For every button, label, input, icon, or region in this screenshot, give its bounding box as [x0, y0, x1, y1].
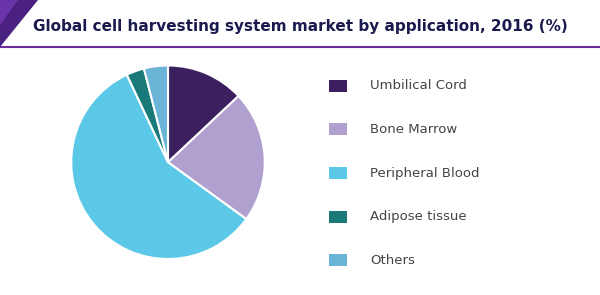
Polygon shape [0, 0, 38, 47]
Text: Umbilical Cord: Umbilical Cord [370, 79, 467, 92]
Bar [329, 255, 347, 266]
Wedge shape [127, 68, 168, 162]
Text: Bone Marrow: Bone Marrow [370, 123, 458, 136]
Text: Adipose tissue: Adipose tissue [370, 210, 467, 223]
Text: Global cell harvesting system market by application, 2016 (%): Global cell harvesting system market by … [32, 19, 568, 35]
Wedge shape [71, 75, 246, 259]
Wedge shape [144, 65, 168, 162]
Bar [329, 167, 347, 179]
Wedge shape [168, 65, 239, 162]
Bar [329, 123, 347, 135]
Wedge shape [168, 96, 265, 219]
Bar [329, 80, 347, 91]
Text: Peripheral Blood: Peripheral Blood [370, 166, 480, 180]
Bar [329, 211, 347, 223]
Polygon shape [0, 0, 18, 25]
Text: Others: Others [370, 254, 415, 267]
